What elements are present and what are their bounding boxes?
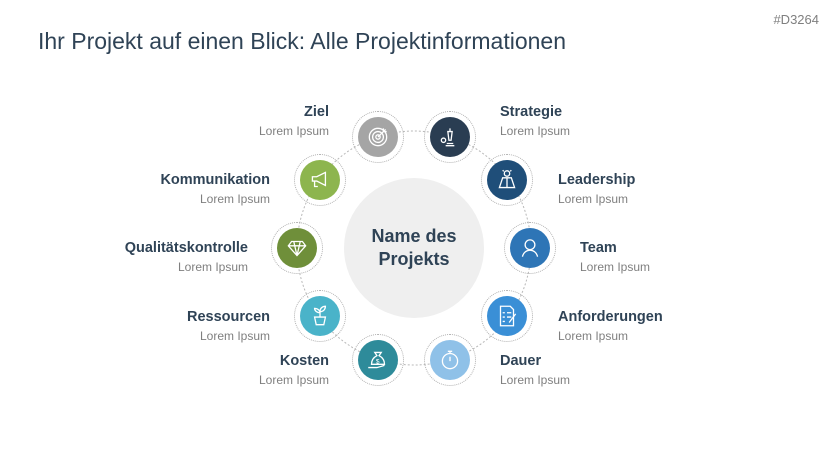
node-kosten: $	[352, 334, 404, 386]
target-icon	[368, 127, 388, 147]
page-title: Ihr Projekt auf einen Blick: Alle Projek…	[38, 28, 566, 54]
item-subtitle: Lorem Ipsum	[258, 124, 329, 138]
item-title: Kosten	[279, 353, 329, 369]
item-title: Ziel	[304, 104, 329, 120]
label-strategie: Strategie Lorem Ipsum	[500, 104, 700, 138]
node-leadership	[481, 154, 533, 206]
item-title: Leadership	[558, 172, 636, 188]
diamond-icon	[287, 240, 307, 257]
hero-icon	[498, 169, 516, 189]
item-subtitle: Lorem Ipsum	[177, 260, 248, 274]
label-ressourcen: Ressourcen Lorem Ipsum	[70, 309, 270, 343]
label-qualitätskontrolle: Qualitätskontrolle Lorem Ipsum	[48, 240, 248, 274]
item-title: Qualitätskontrolle	[124, 240, 248, 256]
item-title: Dauer	[500, 353, 542, 369]
item-subtitle: Lorem Ipsum	[258, 373, 329, 387]
stopwatch-icon	[441, 350, 459, 370]
node-ziel	[352, 111, 404, 163]
node-ressourcen	[294, 290, 346, 342]
item-title: Ressourcen	[186, 309, 270, 325]
label-team: Team Lorem Ipsum	[580, 240, 780, 274]
node-strategie	[424, 111, 476, 163]
item-subtitle: Lorem Ipsum	[558, 329, 629, 343]
label-leadership: Leadership Lorem Ipsum	[558, 172, 758, 206]
item-subtitle: Lorem Ipsum	[558, 192, 629, 206]
label-anforderungen: Anforderungen Lorem Ipsum	[558, 309, 758, 343]
hub-line1: Name des	[371, 226, 457, 246]
item-subtitle: Lorem Ipsum	[580, 260, 651, 274]
chess-icon	[440, 128, 455, 147]
hub-line2: Projekts	[378, 249, 450, 269]
item-title: Team	[580, 240, 617, 256]
money-bag-icon: $	[368, 351, 386, 369]
item-subtitle: Lorem Ipsum	[199, 192, 270, 206]
item-subtitle: Lorem Ipsum	[500, 373, 571, 387]
node-dauer	[424, 334, 476, 386]
node-kommunikation	[294, 154, 346, 206]
item-title: Kommunikation	[160, 172, 270, 188]
label-kommunikation: Kommunikation Lorem Ipsum	[70, 172, 270, 206]
label-ziel: Ziel Lorem Ipsum	[129, 104, 329, 138]
node-qualitätskontrolle	[271, 222, 323, 274]
node-team	[504, 222, 556, 274]
item-subtitle: Lorem Ipsum	[199, 329, 270, 343]
svg-text:$: $	[376, 358, 380, 365]
label-dauer: Dauer Lorem Ipsum	[500, 353, 700, 387]
person-icon	[521, 239, 539, 257]
item-title: Anforderungen	[558, 309, 663, 325]
item-subtitle: Lorem Ipsum	[500, 124, 571, 138]
checklist-icon	[499, 305, 517, 327]
megaphone-icon	[311, 171, 327, 188]
label-kosten: Kosten Lorem Ipsum	[129, 353, 329, 387]
slide-id: #D3264	[773, 12, 819, 27]
plant-icon	[313, 305, 327, 326]
project-name-hub: Name des Projekts	[344, 178, 484, 318]
node-anforderungen	[481, 290, 533, 342]
item-title: Strategie	[500, 104, 563, 120]
